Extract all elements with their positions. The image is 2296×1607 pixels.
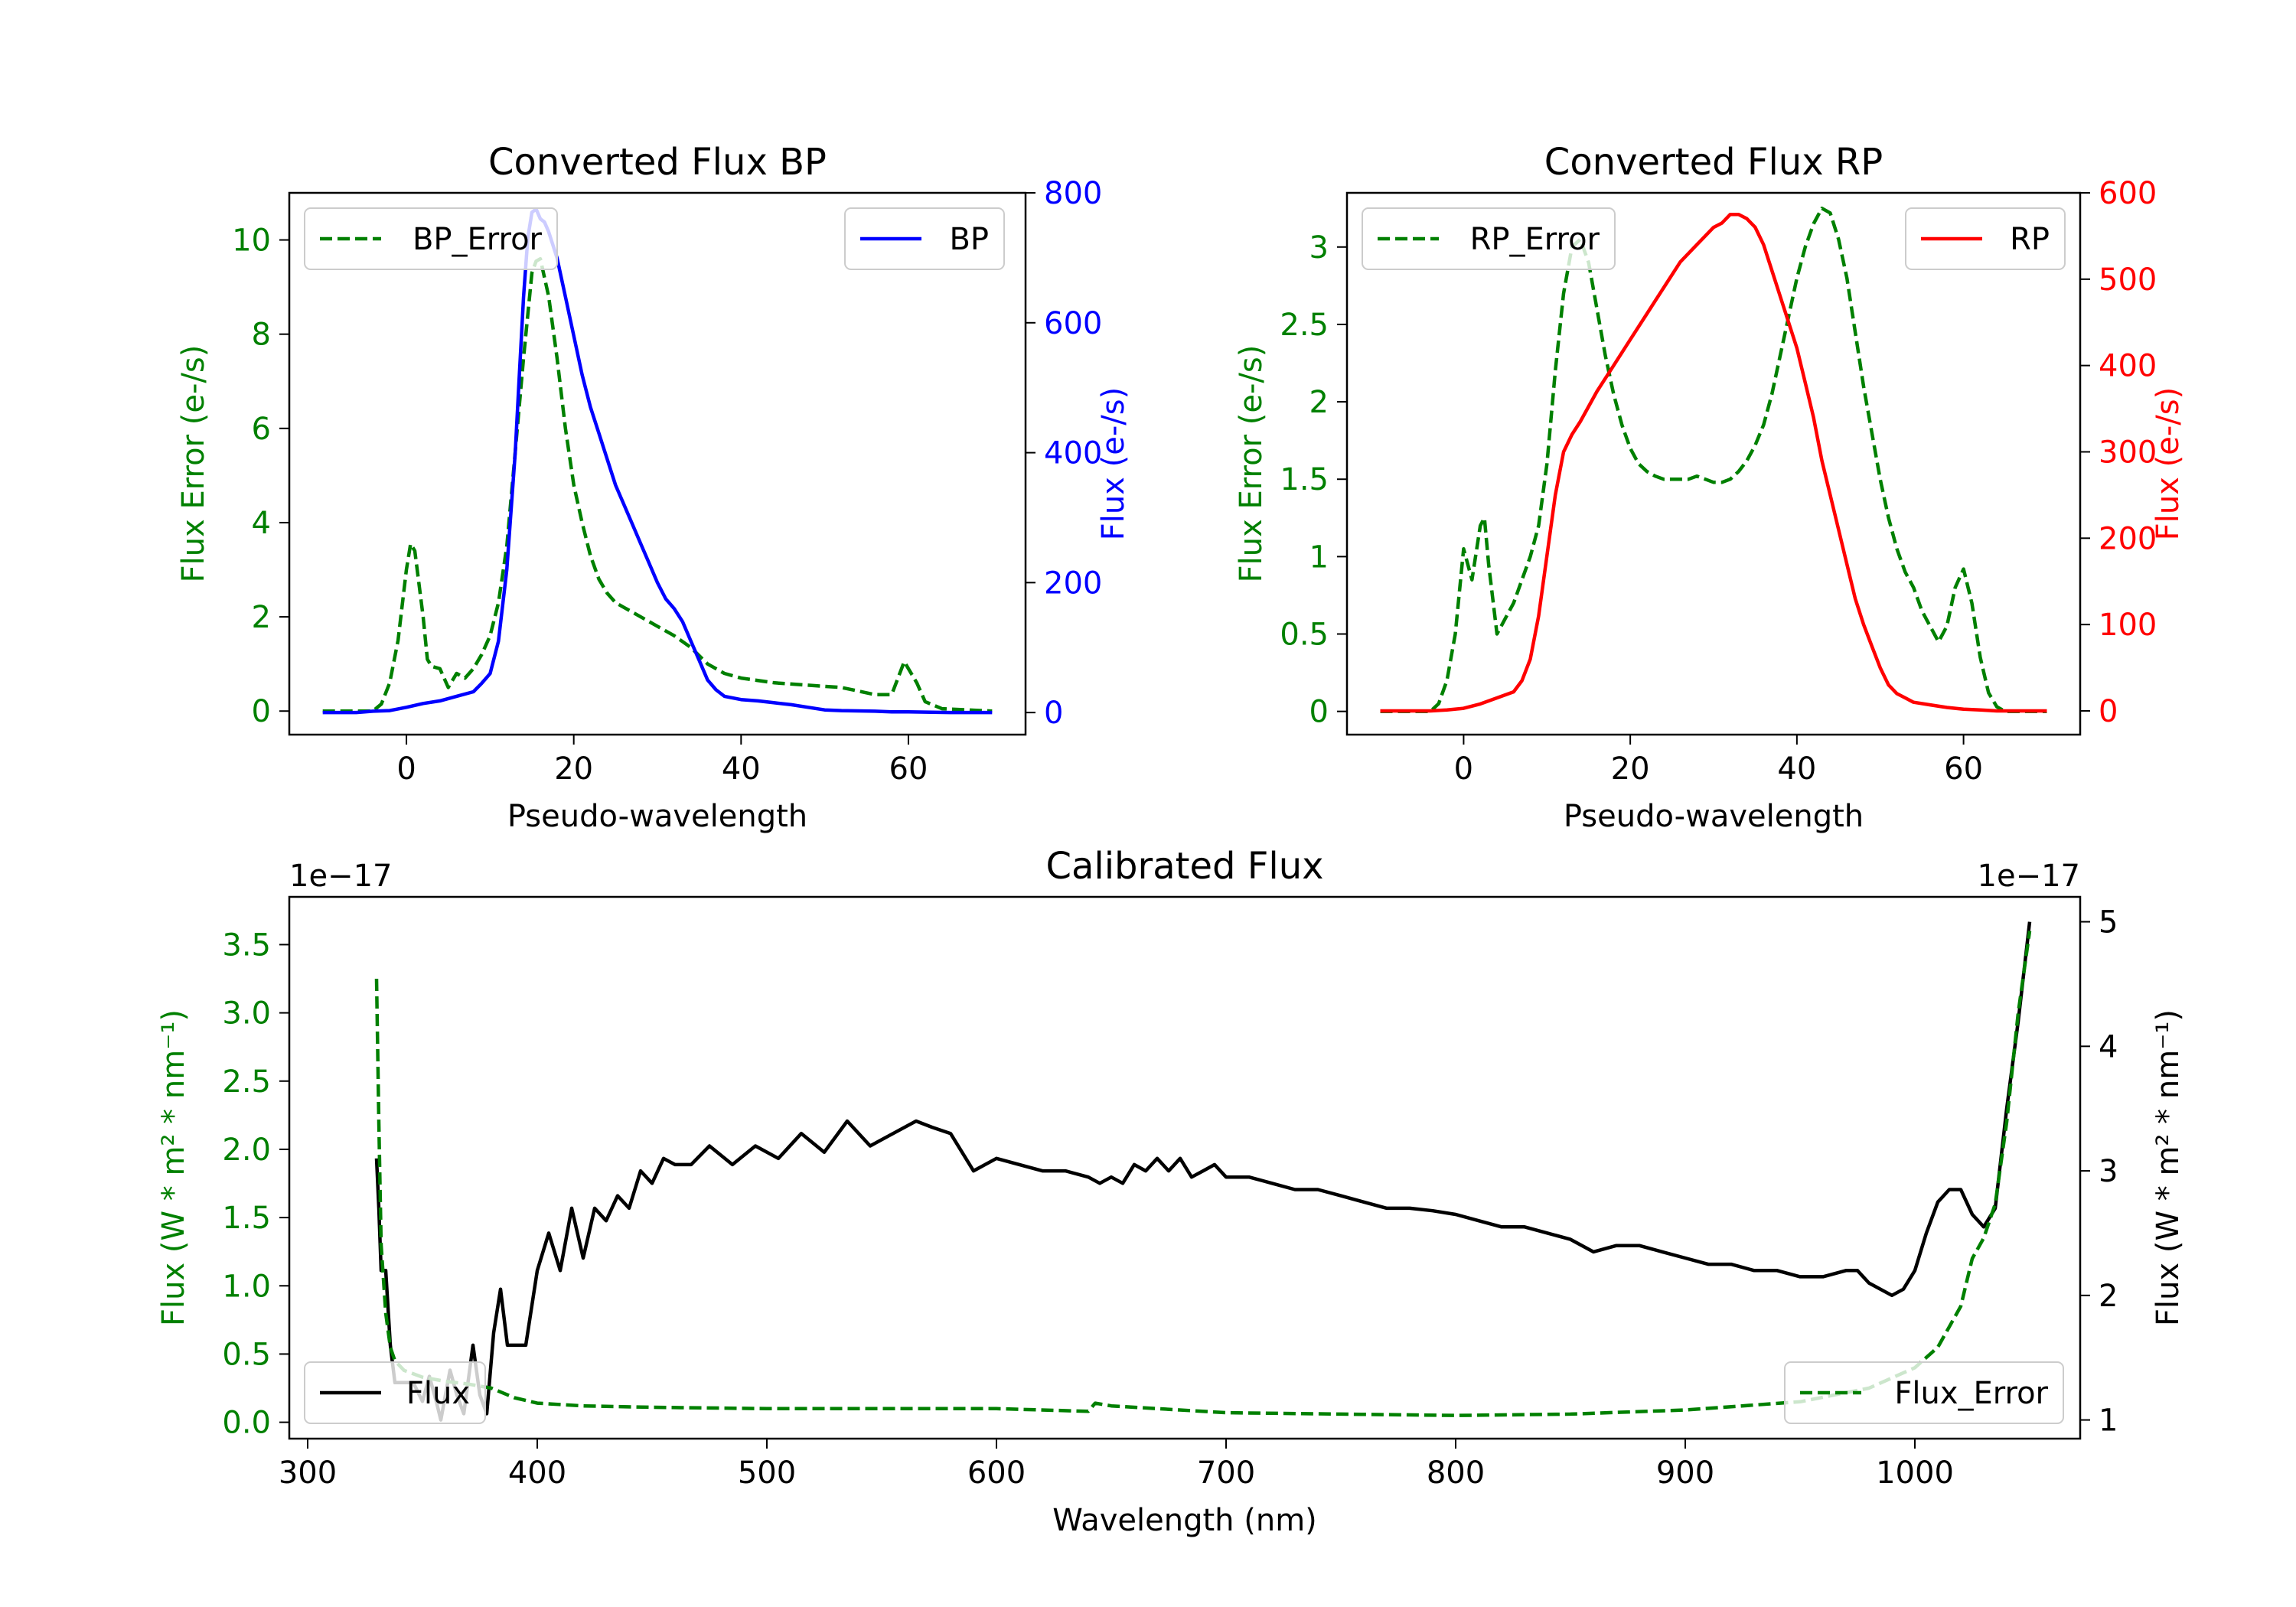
left-tick-label: 0.5 <box>222 1337 271 1372</box>
right-tick-label: 100 <box>2099 608 2157 643</box>
left-tick-label: 3 <box>1309 230 1329 266</box>
x-tick-label: 500 <box>738 1455 796 1491</box>
right-axis-label: Flux (e-/s) <box>2151 387 2186 540</box>
right-axis-label: Flux (W * m² * nm⁻¹) <box>2151 1009 2186 1326</box>
right-tick-label: 0 <box>2099 694 2118 729</box>
left-tick-label: 10 <box>232 223 271 259</box>
x-tick-label: 800 <box>1427 1455 1485 1491</box>
left-tick-label: 2.5 <box>222 1064 271 1100</box>
x-tick-label: 900 <box>1656 1455 1714 1491</box>
chart-title: Converted Flux BP <box>488 141 827 184</box>
x-tick-label: 40 <box>1777 751 1816 787</box>
chart-bp: 0 20 40 60 Pseudo-wavelength 0 2 4 6 8 10 0 200 400 60… <box>176 141 1131 834</box>
legend-box <box>1784 1361 2064 1424</box>
legend-flux-error: Flux_Error <box>1784 1361 2064 1424</box>
right-axis-label: Flux (e-/s) <box>1096 387 1131 540</box>
legend-label: Flux_Error <box>1894 1376 2048 1411</box>
legend-label: BP_Error <box>413 222 543 257</box>
right-tick-label: 1 <box>2099 1403 2118 1439</box>
plot-frame <box>288 191 1027 736</box>
series-bp-line <box>322 207 993 715</box>
legend-rp: RP <box>1905 207 2066 270</box>
legend-label: RP <box>2010 222 2050 257</box>
series-rp-line <box>1380 212 2047 713</box>
x-tick-label: 60 <box>889 751 928 787</box>
series-bp-error-line <box>322 256 993 713</box>
left-tick-label: 0.5 <box>1280 618 1329 653</box>
legend-flux: Flux <box>304 1361 486 1424</box>
left-tick-label: 1.0 <box>222 1269 271 1304</box>
left-axis-label: Flux Error (e-/s) <box>176 345 211 583</box>
left-tick-label: 0 <box>1309 695 1329 730</box>
x-axis-label: Wavelength (nm) <box>1052 1503 1317 1538</box>
x-tick-label: 700 <box>1197 1455 1255 1491</box>
right-tick-label: 2 <box>2099 1279 2118 1314</box>
right-tick-label: 600 <box>1044 306 1102 341</box>
right-tick-label: 4 <box>2099 1029 2118 1064</box>
right-tick-label: 400 <box>2099 349 2157 384</box>
right-tick-label: 800 <box>1044 176 1102 211</box>
legend-bp: BP <box>844 207 1005 270</box>
legend-box <box>844 207 1005 270</box>
left-axis-label: Flux Error (e-/s) <box>1234 345 1269 583</box>
series-flux-error-line <box>374 931 2032 1417</box>
right-tick-label: 600 <box>2099 176 2157 211</box>
x-axis-label: Pseudo-wavelength <box>1564 799 1864 834</box>
left-tick-label: 6 <box>252 412 271 447</box>
x-tick-label: 600 <box>967 1455 1026 1491</box>
left-tick-label: 0.0 <box>222 1406 271 1441</box>
x-tick-label: 0 <box>1454 751 1473 787</box>
left-tick-label: 3.5 <box>222 927 271 963</box>
x-tick-label: 20 <box>554 751 593 787</box>
x-tick-label: 300 <box>279 1455 337 1491</box>
x-tick-label: 60 <box>1944 751 1983 787</box>
chart-title: Converted Flux RP <box>1544 141 1883 184</box>
left-offset-text: 1e−17 <box>289 859 392 894</box>
right-tick-label: 200 <box>2099 521 2157 556</box>
left-tick-label: 3.0 <box>222 996 271 1032</box>
left-axis-label: Flux (W * m² * nm⁻¹) <box>156 1009 191 1326</box>
x-tick-label: 40 <box>722 751 761 787</box>
legend-label: BP <box>949 222 989 257</box>
chart-cal: 300 400 500 600 700 800 900 1000 Wavelength (nm)… <box>156 845 2186 1538</box>
left-tick-label: 1.5 <box>222 1201 271 1236</box>
right-tick-label: 5 <box>2099 905 2118 940</box>
left-tick-label: 2.5 <box>1280 308 1329 343</box>
left-tick-label: 1.5 <box>1280 462 1329 497</box>
legend-box <box>304 207 558 270</box>
x-axis-label: Pseudo-wavelength <box>507 799 807 834</box>
legend-label: Flux <box>406 1376 470 1411</box>
legend-label: RP_Error <box>1470 222 1600 257</box>
legend-bp-error: BP_Error <box>304 207 558 270</box>
left-tick-label: 2 <box>1309 385 1329 420</box>
right-tick-label: 0 <box>1044 696 1063 731</box>
right-tick-label: 3 <box>2099 1154 2118 1189</box>
x-tick-label: 1000 <box>1876 1455 1954 1491</box>
left-tick-label: 2 <box>252 600 271 635</box>
legend-box <box>1362 207 1616 270</box>
chart-rp: 0 20 40 60 Pseudo-wavelength 0 0.5 1 1.5 2 2.5 3 0 10… <box>1234 141 2186 834</box>
right-offset-text: 1e−17 <box>1978 859 2080 894</box>
legend-box <box>304 1361 486 1424</box>
x-tick-label: 20 <box>1611 751 1650 787</box>
left-tick-label: 1 <box>1309 539 1329 575</box>
plot-frame <box>1345 191 2082 736</box>
chart-title: Calibrated Flux <box>1045 845 1323 888</box>
legend-rp-error: RP_Error <box>1362 207 1616 270</box>
left-tick-label: 8 <box>252 318 271 353</box>
x-tick-label: 0 <box>396 751 416 787</box>
right-tick-label: 200 <box>1044 566 1102 601</box>
series-flux-line <box>374 921 2032 1422</box>
left-tick-label: 0 <box>252 694 271 729</box>
left-tick-label: 4 <box>252 506 271 541</box>
plot-frame <box>288 895 2082 1440</box>
left-tick-label: 2.0 <box>222 1133 271 1168</box>
right-tick-label: 500 <box>2099 262 2157 298</box>
right-tick-label: 400 <box>1044 436 1102 471</box>
right-tick-label: 300 <box>2099 435 2157 470</box>
x-tick-label: 400 <box>508 1455 566 1491</box>
legend-box <box>1905 207 2066 270</box>
series-rp-error-line <box>1380 206 2047 713</box>
